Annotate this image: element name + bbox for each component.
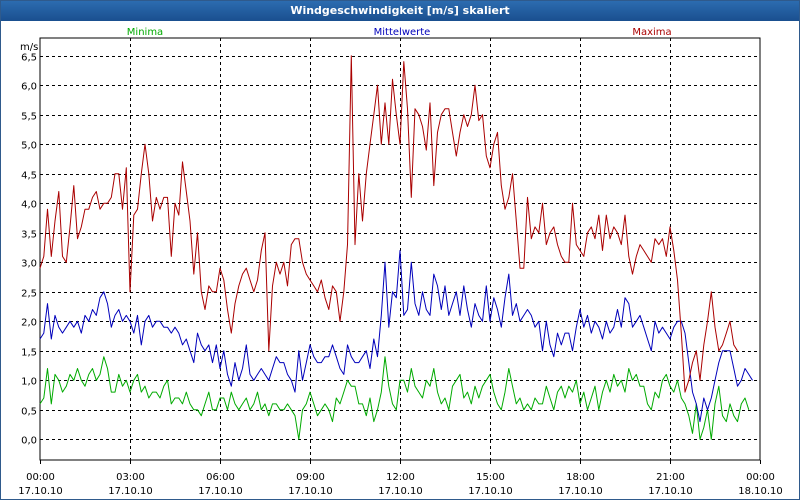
y-tick-label: 2,5 xyxy=(21,289,37,300)
x-tick-date: 17.10.10 xyxy=(198,486,243,497)
legend-maxima: Maxima xyxy=(632,27,671,38)
chart-title: Windgeschwindigkeit [m/s] skaliert xyxy=(1,1,799,21)
y-tick-label: 0,5 xyxy=(21,407,37,418)
x-tick-time: 12:00 xyxy=(386,472,415,483)
y-tick-label: 5,0 xyxy=(21,141,37,152)
y-tick-label: 1,0 xyxy=(21,377,37,388)
x-tick-time: 00:00 xyxy=(26,472,55,483)
x-tick-time: 15:00 xyxy=(476,472,505,483)
x-tick-date: 17.10.10 xyxy=(288,486,333,497)
series-line-mittelwerte xyxy=(39,250,753,423)
x-tick-time: 21:00 xyxy=(656,472,685,483)
y-tick-label: 3,0 xyxy=(21,259,37,270)
x-tick-date: 18.10.10 xyxy=(738,486,783,497)
x-tick-date: 17.10.10 xyxy=(648,486,693,497)
series-line-maxima xyxy=(39,55,738,393)
y-tick-label: 2,0 xyxy=(21,318,37,329)
series-line-minima xyxy=(39,356,750,440)
y-tick-label: 0,0 xyxy=(21,436,37,447)
y-tick-label: 6,5 xyxy=(21,53,37,64)
y-tick-label: 4,5 xyxy=(21,171,37,182)
x-tick-time: 06:00 xyxy=(206,472,235,483)
y-tick-label: 6,0 xyxy=(21,82,37,93)
x-tick-date: 17.10.10 xyxy=(468,486,513,497)
y-tick-label: 1,5 xyxy=(21,348,37,359)
x-tick-date: 17.10.10 xyxy=(558,486,603,497)
y-tick-label: 5,5 xyxy=(21,112,37,123)
legend-mittelwerte: Mittelwerte xyxy=(374,27,431,38)
x-tick-date: 17.10.10 xyxy=(108,486,153,497)
y-axis-label: m/s xyxy=(20,42,38,53)
x-tick-date: 17.10.10 xyxy=(378,486,423,497)
y-tick-label: 3,5 xyxy=(21,230,37,241)
legend-minima: Minima xyxy=(127,27,163,38)
x-tick-time: 18:00 xyxy=(566,472,595,483)
x-tick-time: 03:00 xyxy=(116,472,145,483)
x-tick-date: 17.10.10 xyxy=(18,486,63,497)
x-tick-time: 00:00 xyxy=(746,472,775,483)
y-tick-label: 4,0 xyxy=(21,200,37,211)
x-tick-time: 09:00 xyxy=(296,472,325,483)
